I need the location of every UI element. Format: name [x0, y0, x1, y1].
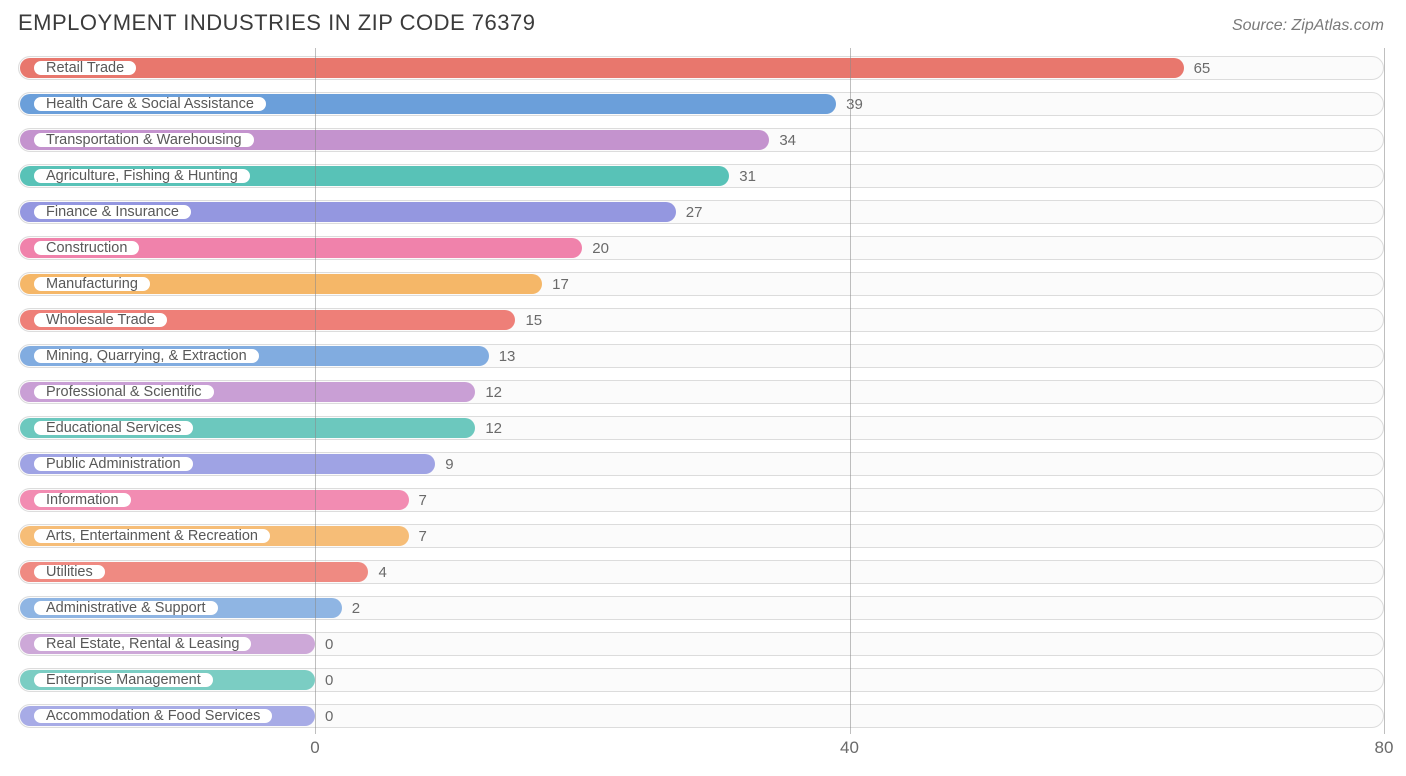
bar-label-chip: Arts, Entertainment & Recreation: [32, 527, 272, 545]
bar-row: Accommodation & Food Services 0: [18, 698, 1384, 734]
bar-label-chip: Construction: [32, 239, 141, 257]
bar-label-chip: Agriculture, Fishing & Hunting: [32, 167, 252, 185]
bar-row: Mining, Quarrying, & Extraction 13: [18, 338, 1384, 374]
bar-row: Real Estate, Rental & Leasing 0: [18, 626, 1384, 662]
gridline: [850, 48, 851, 734]
bar-row: Public Administration 9: [18, 446, 1384, 482]
bar-label-chip: Administrative & Support: [32, 599, 220, 617]
bar-row: Administrative & Support 2: [18, 590, 1384, 626]
bar-value: 13: [489, 338, 516, 374]
bar-value: 12: [475, 410, 502, 446]
bar-row: Information 7: [18, 482, 1384, 518]
bar-value: 17: [542, 266, 569, 302]
bars-group: Retail Trade65Health Care & Social Assis…: [18, 48, 1384, 734]
chart-area: Retail Trade65Health Care & Social Assis…: [18, 48, 1384, 758]
bar-label-chip: Professional & Scientific: [32, 383, 216, 401]
bar-value: 27: [676, 194, 703, 230]
x-axis-label: 0: [310, 738, 319, 758]
bar-label-chip: Information: [32, 491, 133, 509]
bar-value: 0: [315, 698, 333, 734]
bar-label-chip: Real Estate, Rental & Leasing: [32, 635, 253, 653]
bar-row: Manufacturing 17: [18, 266, 1384, 302]
bar-label-chip: Transportation & Warehousing: [32, 131, 256, 149]
bar-row: Utilities 4: [18, 554, 1384, 590]
bar-label-chip: Enterprise Management: [32, 671, 215, 689]
bar-value: 15: [515, 302, 542, 338]
bar-row: Professional & Scientific 12: [18, 374, 1384, 410]
bar-label-chip: Retail Trade: [32, 59, 138, 77]
bar-row: Health Care & Social Assistance39: [18, 86, 1384, 122]
chart-container: EMPLOYMENT INDUSTRIES IN ZIP CODE 76379 …: [0, 0, 1406, 776]
bar-value: 34: [769, 122, 796, 158]
bar-label-chip: Finance & Insurance: [32, 203, 193, 221]
bar-value: 0: [315, 626, 333, 662]
bar-row: Wholesale Trade 15: [18, 302, 1384, 338]
bar-row: Educational Services 12: [18, 410, 1384, 446]
header-row: EMPLOYMENT INDUSTRIES IN ZIP CODE 76379 …: [0, 0, 1406, 36]
chart-title: EMPLOYMENT INDUSTRIES IN ZIP CODE 76379: [18, 10, 536, 36]
bar-label-chip: Public Administration: [32, 455, 195, 473]
bar-row: Agriculture, Fishing & Hunting 31: [18, 158, 1384, 194]
bar-value: 7: [409, 518, 427, 554]
bar-label-chip: Manufacturing: [32, 275, 152, 293]
source-name: ZipAtlas.com: [1292, 17, 1384, 34]
bar-label-chip: Health Care & Social Assistance: [32, 95, 268, 113]
bar-value: 12: [475, 374, 502, 410]
bar-row: Construction 20: [18, 230, 1384, 266]
x-axis-label: 40: [840, 738, 859, 758]
bar-value: 2: [342, 590, 360, 626]
bar-label-chip: Wholesale Trade: [32, 311, 169, 329]
bar-label-chip: Utilities: [32, 563, 107, 581]
bar-value: 65: [1184, 50, 1211, 86]
bar-value: 31: [729, 158, 756, 194]
bar-label-chip: Mining, Quarrying, & Extraction: [32, 347, 261, 365]
bar-row: Transportation & Warehousing 34: [18, 122, 1384, 158]
bar-value: 0: [315, 662, 333, 698]
bar-value: 9: [435, 446, 453, 482]
bar-value: 20: [582, 230, 609, 266]
bar-row: Enterprise Management 0: [18, 662, 1384, 698]
bar-fill: [20, 58, 1184, 78]
bar-row: Arts, Entertainment & Recreation 7: [18, 518, 1384, 554]
bar-value: 7: [409, 482, 427, 518]
source-attribution: Source: ZipAtlas.com: [1232, 17, 1384, 35]
gridline: [315, 48, 316, 734]
source-label: Source:: [1232, 17, 1287, 34]
bar-row: Finance & Insurance 27: [18, 194, 1384, 230]
bar-value: 4: [368, 554, 386, 590]
bar-label-chip: Educational Services: [32, 419, 195, 437]
x-axis-label: 80: [1375, 738, 1394, 758]
bar-row: Retail Trade 65: [18, 50, 1384, 86]
bar-label-chip: Accommodation & Food Services: [32, 707, 274, 725]
gridline: [1384, 48, 1385, 734]
